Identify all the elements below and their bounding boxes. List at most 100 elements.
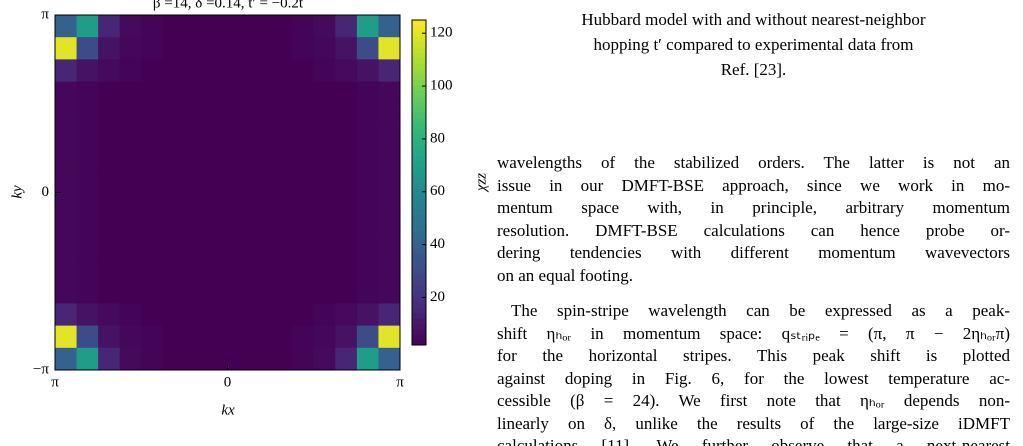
heatmap-cell — [76, 325, 99, 349]
colorbar-segment — [412, 63, 426, 70]
colorbar-segment — [412, 112, 426, 118]
heatmap-cell — [98, 15, 121, 38]
heatmap-cell — [205, 170, 228, 193]
heatmap-cell — [313, 59, 336, 82]
heatmap-cell — [378, 325, 401, 349]
colorbar-segment — [412, 36, 426, 43]
colorbar-segment — [412, 139, 426, 146]
heatmap-cell — [227, 325, 250, 349]
heatmap-cell — [55, 259, 77, 282]
heatmap-cell — [205, 37, 228, 60]
heatmap-cell — [98, 303, 121, 327]
colorbar-segment — [412, 296, 426, 303]
heatmap-cell — [270, 347, 293, 371]
heatmap-cell — [270, 214, 293, 238]
heatmap-cell — [378, 347, 401, 371]
colorbar-segment — [412, 307, 426, 313]
heatmap-cell — [313, 347, 336, 371]
heatmap-cell — [270, 236, 293, 260]
heatmap-cell — [162, 192, 185, 216]
colorbar-segment — [412, 57, 426, 64]
heatmap-cell — [313, 170, 336, 193]
heatmap-cell — [270, 103, 293, 127]
colorbar-tick-label: 100 — [430, 77, 453, 93]
heatmap-cell — [162, 37, 185, 60]
heatmap-cell — [205, 192, 228, 216]
text-line: Hubbard model with and without nearest-n… — [581, 10, 926, 29]
heatmap-cell — [141, 125, 164, 149]
heatmap-cell — [162, 15, 185, 38]
colorbar-segment — [412, 198, 426, 205]
heatmap-cell — [205, 214, 228, 238]
heatmap-cell — [335, 148, 358, 171]
heatmap-cell — [227, 192, 250, 216]
heatmap-cell — [184, 37, 207, 60]
heatmap-cell — [249, 214, 272, 238]
heatmap-cell — [55, 170, 77, 193]
heatmap-cell — [55, 192, 77, 216]
heatmap-cell — [141, 281, 164, 304]
heatmap-cell — [55, 15, 77, 38]
heatmap-cell — [184, 170, 207, 193]
colorbar-segment — [412, 171, 426, 178]
heatmap-cell — [378, 103, 401, 127]
heatmap-cell — [356, 259, 379, 282]
heatmap-cell — [270, 259, 293, 282]
heatmap-cell — [141, 303, 164, 327]
colorbar-segment — [412, 74, 426, 81]
heatmap-cell — [270, 192, 293, 216]
heatmap-cell — [205, 125, 228, 149]
heatmap-cell — [76, 59, 99, 82]
heatmap-cell — [313, 81, 336, 105]
heatmap-cell — [76, 347, 99, 371]
heatmap-cell — [292, 259, 315, 282]
heatmap-cell — [162, 325, 185, 349]
text-line: Ref. [23]. — [720, 60, 787, 79]
heatmap-cell — [162, 81, 185, 105]
heatmap-cell — [356, 347, 379, 371]
text-line: shift ηₕₒᵣ in momentum space: qₛₜᵣᵢₚₑ = … — [497, 323, 1010, 343]
heatmap-cell — [205, 236, 228, 260]
colorbar-segment — [412, 166, 426, 173]
heatmap-cell — [249, 259, 272, 282]
heatmap-cell — [270, 125, 293, 149]
y-axis-label: ky — [9, 185, 25, 199]
heatmap-cell — [162, 236, 185, 260]
colorbar-segment — [412, 41, 426, 48]
heatmap-cell — [119, 170, 142, 193]
heatmap-cell — [141, 81, 164, 105]
heatmap-cell — [313, 214, 336, 238]
heatmap-cell — [184, 15, 207, 38]
heatmap-cell — [184, 103, 207, 127]
heatmap-cell — [356, 81, 379, 105]
heatmap-cell — [162, 59, 185, 82]
heatmap-cell — [335, 214, 358, 238]
heatmap-cell — [335, 103, 358, 127]
colorbar-segment — [412, 182, 426, 189]
heatmap-cell — [119, 259, 142, 282]
heatmap-cell — [249, 192, 272, 216]
colorbar-segment — [412, 187, 426, 194]
heatmap-cell — [227, 148, 250, 171]
heatmap-cell — [378, 259, 401, 282]
heatmap-cell — [119, 103, 142, 127]
heatmap-cell — [205, 81, 228, 105]
heatmap-cell — [98, 125, 121, 149]
heatmap-cell — [335, 81, 358, 105]
heatmap-cell — [98, 236, 121, 260]
colorbar-tick-label: 120 — [430, 25, 453, 41]
heatmap-cell — [335, 259, 358, 282]
heatmap-cell — [205, 15, 228, 38]
colorbar-segment — [412, 193, 426, 200]
colorbar-segment — [412, 334, 426, 341]
heatmap-cell — [313, 325, 336, 349]
heatmap-cell — [55, 236, 77, 260]
heatmap-cell — [227, 259, 250, 282]
colorbar-segment — [412, 155, 426, 162]
heatmap-cell — [292, 236, 315, 260]
heatmap-cell — [141, 325, 164, 349]
heatmap-cell — [227, 236, 250, 260]
heatmap-cell — [249, 148, 272, 171]
heatmap-cell — [227, 37, 250, 60]
